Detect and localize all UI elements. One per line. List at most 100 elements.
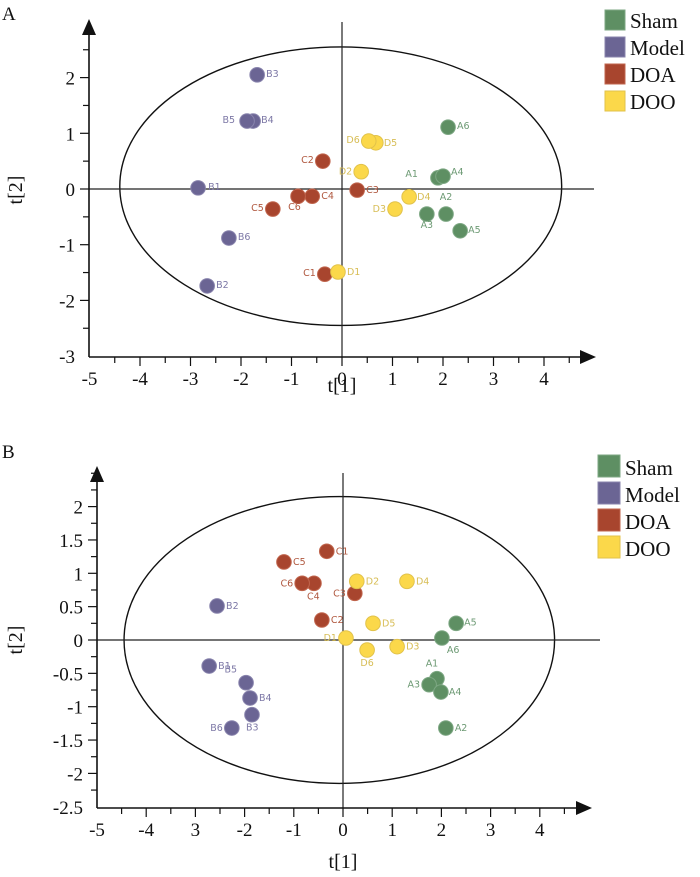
data-label-a5: A5 xyxy=(464,617,477,628)
data-label-b5: B5 xyxy=(222,115,235,126)
legend-swatch-model xyxy=(597,481,621,505)
data-label-a2: A2 xyxy=(455,723,468,734)
series-model: B1 B2 B3 B4 B5 B6 xyxy=(190,67,279,294)
data-point-d4 xyxy=(399,573,415,590)
data-point-c4 xyxy=(304,188,321,205)
series-model: B1 B2 B3 B4 B5 B6 xyxy=(201,598,272,736)
data-point-a6 xyxy=(440,119,456,135)
data-label-b5: B5 xyxy=(225,665,238,676)
data-point-c3 xyxy=(349,182,365,198)
x-tick-label: -4 xyxy=(138,820,154,841)
data-point-d1 xyxy=(338,630,354,646)
x-tick-label: 1 xyxy=(388,369,398,390)
panel-a: A-5 -4 -3 -2 -1 0 1 2 3 4210-1-2-3t[1]t[2]A1A2A3A… xyxy=(2,4,685,397)
legend-swatch-doa xyxy=(604,63,626,85)
data-label-d2: D2 xyxy=(339,167,352,178)
y-tick-label: 0 xyxy=(66,180,76,201)
data-point-c5 xyxy=(265,201,281,217)
data-label-c1: C1 xyxy=(336,546,349,557)
data-label-d6: D6 xyxy=(360,658,373,669)
y-tick-label: 0.5 xyxy=(59,598,83,619)
data-label-b1: B1 xyxy=(218,661,231,672)
x-tick-label: 0 xyxy=(337,369,347,390)
data-point-a4 xyxy=(433,684,449,700)
data-label-b2: B2 xyxy=(226,601,239,612)
confidence-ellipse xyxy=(119,46,563,327)
data-point-a2 xyxy=(438,206,454,222)
data-point-d1 xyxy=(330,264,346,280)
data-point-b3 xyxy=(244,706,260,723)
y-tick-label: 0 xyxy=(74,631,84,652)
legend-swatch-sham xyxy=(597,454,621,478)
legend-label-doo: DOO xyxy=(625,537,671,561)
data-label-c6: C6 xyxy=(288,202,301,213)
x-tick-label: -3 xyxy=(183,369,199,390)
y-axis-arrow-icon xyxy=(82,19,96,35)
legend-label-sham: Sham xyxy=(625,456,673,480)
data-point-b5 xyxy=(238,674,254,691)
legend-label-doa: DOA xyxy=(630,63,676,87)
data-label-d6: D6 xyxy=(346,135,359,146)
data-point-d2 xyxy=(348,573,365,590)
data-label-c5: C5 xyxy=(251,203,264,214)
x-axis-arrow-icon xyxy=(576,801,592,815)
y-tick-label: 1 xyxy=(74,564,84,585)
data-point-b1 xyxy=(201,658,217,674)
data-label-c3: C3 xyxy=(333,588,346,599)
legend: Sham Model DOA DOO xyxy=(597,454,680,561)
data-label-a4: A4 xyxy=(451,167,464,178)
x-axis-title: t[1] xyxy=(329,851,358,873)
data-point-d3 xyxy=(389,638,405,655)
legend-label-model: Model xyxy=(630,36,685,60)
data-point-a3 xyxy=(419,206,435,222)
y-axis-arrow-icon xyxy=(90,466,104,482)
y-tick-label: -0.5 xyxy=(53,664,83,685)
data-label-a1: A1 xyxy=(405,169,418,180)
x-axis-title: t[1] xyxy=(328,375,357,397)
panel-label: A xyxy=(2,4,16,25)
data-point-c2 xyxy=(314,612,330,628)
data-label-a1: A1 xyxy=(426,659,439,670)
data-label-c4: C4 xyxy=(321,191,334,202)
y-tick-label: -1 xyxy=(67,698,83,719)
x-tick-label: 2 xyxy=(438,369,448,390)
x-tick-label: 2 xyxy=(437,820,447,841)
x-tick-label: 1 xyxy=(387,820,397,841)
legend-swatch-doo xyxy=(604,90,626,112)
data-point-b3 xyxy=(249,67,265,83)
panel-label: B xyxy=(2,442,15,463)
legend-swatch-doo xyxy=(597,535,621,559)
y-axis-title: t[2] xyxy=(5,626,27,655)
y-tick-label: -1 xyxy=(59,236,75,257)
y-tick-label: 1 xyxy=(66,124,76,145)
data-label-d5: D5 xyxy=(382,618,395,629)
data-label-a4: A4 xyxy=(449,687,462,698)
data-label-c6: C6 xyxy=(280,578,293,589)
data-point-d6 xyxy=(360,133,377,149)
x-tick-label: 3 xyxy=(486,820,496,841)
series-sham: A1 A2 A3 A4 A5 A6 xyxy=(405,119,481,239)
data-point-b6 xyxy=(221,230,237,246)
data-label-d4: D4 xyxy=(416,576,429,587)
y-tick-label: 2 xyxy=(74,498,84,519)
data-label-d1: D1 xyxy=(347,267,360,278)
x-tick-label: 3 xyxy=(489,369,499,390)
data-point-d3 xyxy=(387,201,403,217)
legend-swatch-model xyxy=(604,36,626,58)
data-point-d2 xyxy=(353,163,369,180)
x-tick-label: -5 xyxy=(89,820,105,841)
x-tick-label: 0 xyxy=(338,820,348,841)
y-tick-label: -2.5 xyxy=(53,798,83,819)
data-label-b3: B3 xyxy=(246,723,259,734)
data-label-b1: B1 xyxy=(208,182,221,193)
data-label-a2: A2 xyxy=(440,192,453,203)
data-point-b2 xyxy=(209,598,225,614)
data-point-d4 xyxy=(401,188,417,205)
legend-label-model: Model xyxy=(625,483,680,507)
data-point-a2 xyxy=(438,720,454,736)
x-tick-label: -4 xyxy=(132,369,148,390)
data-point-c6 xyxy=(290,188,306,205)
data-point-a5 xyxy=(448,615,464,632)
data-point-a4 xyxy=(435,168,451,184)
